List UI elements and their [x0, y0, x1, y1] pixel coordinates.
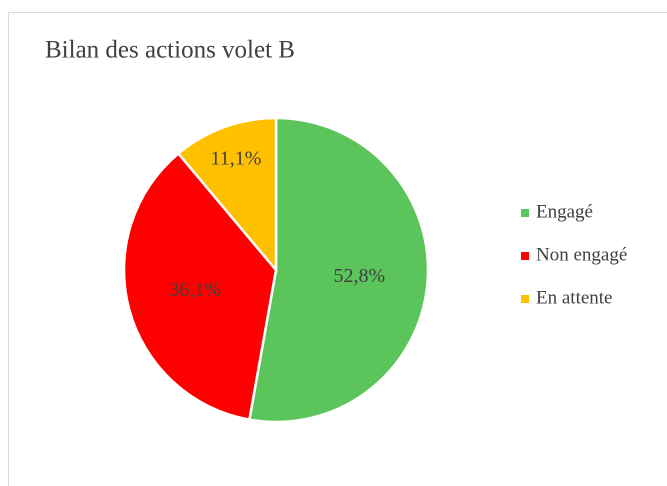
data-label: 52,8% [333, 265, 385, 287]
legend-swatch [521, 295, 529, 303]
pie-slice [122, 151, 278, 422]
legend-label: Non engagé [536, 244, 627, 265]
legend-label: En attente [536, 287, 613, 308]
data-label: 11,1% [211, 148, 262, 170]
legend-swatch [521, 252, 529, 260]
chart-title: Bilan des actions volet B [45, 37, 295, 64]
pie-slice [247, 116, 430, 424]
legend-swatch [521, 209, 529, 217]
pie-slice [176, 116, 278, 274]
legend-label: Engagé [536, 201, 593, 222]
data-label: 36,1% [169, 279, 221, 301]
